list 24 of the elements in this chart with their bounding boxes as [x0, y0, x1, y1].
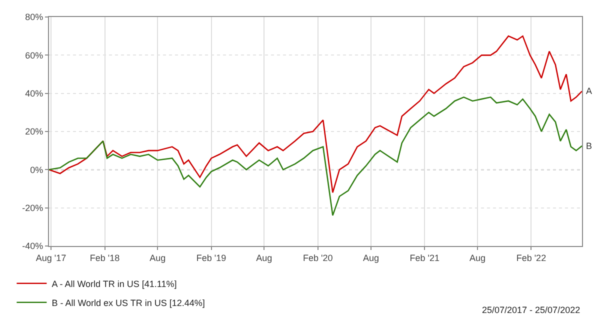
y-tick-label: 80% — [25, 12, 44, 22]
y-tick-label: 40% — [25, 88, 44, 98]
y-tick-label: 60% — [25, 50, 44, 60]
annotation: B — [586, 141, 592, 151]
x-tick-label: Feb '18 — [90, 252, 120, 263]
line-series — [49, 35, 582, 194]
legend-label: A - All World TR in US [41.11%] — [52, 278, 177, 289]
x-tick-label: Aug '17 — [36, 252, 66, 263]
x-tick-label: Aug — [362, 252, 379, 263]
x-tick-label: Aug — [256, 252, 272, 263]
x-tick-label: Feb '22 — [516, 252, 546, 263]
x-tick-label: Feb '20 — [302, 252, 333, 263]
legend-label: B - All World ex US TR in US [12.44%] — [52, 298, 205, 308]
annotation: A — [586, 86, 592, 96]
x-tick-label: Aug — [469, 252, 486, 263]
x-tick-label: Feb '19 — [196, 252, 226, 263]
x-tick-label: Feb '21 — [410, 252, 440, 263]
line-series — [49, 96, 582, 216]
y-tick-label: -40% — [22, 241, 44, 252]
y-tick-label: -20% — [22, 202, 44, 213]
text: 25/07/2017 - 25/07/2022 — [482, 305, 580, 315]
y-tick-label: 0% — [30, 164, 44, 175]
x-tick-label: Aug — [150, 252, 166, 263]
y-tick-label: 20% — [25, 126, 44, 137]
